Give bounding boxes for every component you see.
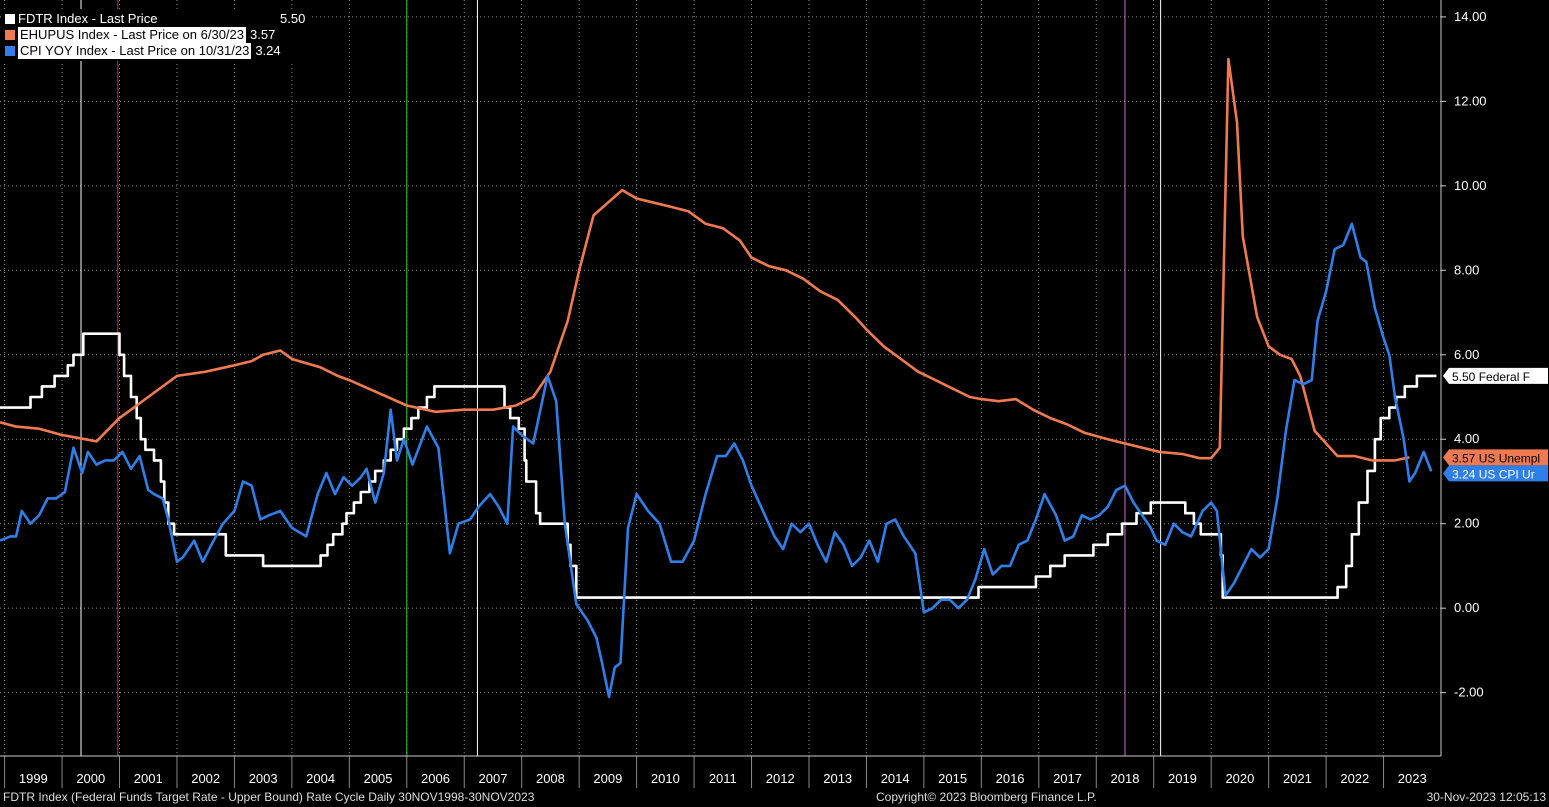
legend: FDTR Index - Last Price 5.50 EHUPUS Inde… xyxy=(3,9,310,61)
x-tick-label: 2009 xyxy=(593,771,622,786)
footer-timestamp: 30-Nov-2023 12:05:13 xyxy=(1426,790,1546,804)
x-tick-label: 2000 xyxy=(76,771,105,786)
legend-label-ehupus: EHUPUS Index - Last Price on 6/30/23 xyxy=(18,27,247,43)
x-tick-label: 2014 xyxy=(881,771,910,786)
legend-swatch-fdtr xyxy=(5,14,15,24)
legend-swatch-ehupus xyxy=(5,30,15,40)
legend-value-cpi: 3.24 xyxy=(255,43,281,58)
x-tick-label: 2008 xyxy=(536,771,565,786)
y-tick-label: -2.00 xyxy=(1454,685,1484,700)
x-tick-label: 2022 xyxy=(1340,771,1369,786)
value-tag-shape xyxy=(1443,449,1548,466)
series-line-ehupus-index xyxy=(0,57,1410,462)
x-tick-label: 2002 xyxy=(191,771,220,786)
x-tick-label: 2010 xyxy=(651,771,680,786)
value-tag-shape xyxy=(1443,465,1548,482)
legend-row-fdtr: FDTR Index - Last Price 5.50 xyxy=(5,11,305,27)
footer-copyright: Copyright© 2023 Bloomberg Finance L.P. xyxy=(876,790,1097,804)
y-tick-label: 8.00 xyxy=(1454,262,1479,277)
x-tick-label: 2023 xyxy=(1398,771,1427,786)
x-tick-label: 2020 xyxy=(1225,771,1254,786)
y-tick-label: 12.00 xyxy=(1454,93,1487,108)
x-tick-label: 2003 xyxy=(249,771,278,786)
value-tag: 3.24 US CPI Ur xyxy=(1443,465,1548,482)
x-tick-label: 2007 xyxy=(479,771,508,786)
legend-row-ehupus: EHUPUS Index - Last Price on 6/30/23 3.5… xyxy=(5,27,305,43)
value-tag-shape xyxy=(1443,367,1548,384)
x-tick-label: 1999 xyxy=(19,771,48,786)
legend-label-cpi: CPI YOY Index - Last Price on 10/31/23 xyxy=(18,43,252,59)
x-tick-label: 2017 xyxy=(1053,771,1082,786)
legend-label-fdtr: FDTR Index - Last Price xyxy=(18,11,158,26)
series-line-cpi-yoy-index xyxy=(0,222,1433,699)
x-tick-label: 2016 xyxy=(996,771,1025,786)
x-tick-label: 2011 xyxy=(709,771,737,786)
legend-row-cpi: CPI YOY Index - Last Price on 10/31/23 3… xyxy=(5,43,305,59)
y-tick-label: 0.00 xyxy=(1454,600,1479,615)
value-tag: 5.50 Federal F xyxy=(1443,367,1548,384)
x-tick-label: 2021 xyxy=(1283,771,1312,786)
y-tick-label: 6.00 xyxy=(1454,347,1479,362)
x-tick-label: 2006 xyxy=(421,771,450,786)
x-tick-label: 2018 xyxy=(1111,771,1140,786)
x-tick-label: 2012 xyxy=(766,771,795,786)
footer-description: FDTR Index (Federal Funds Target Rate - … xyxy=(3,790,535,804)
legend-swatch-cpi xyxy=(5,46,15,56)
y-tick-label: 4.00 xyxy=(1454,431,1479,446)
x-tick-label: 2015 xyxy=(938,771,967,786)
legend-value-fdtr: 5.50 xyxy=(280,11,306,26)
y-tick-label: 2.00 xyxy=(1454,516,1479,531)
x-tick-label: 2019 xyxy=(1168,771,1197,786)
value-tag-label: 3.24 US CPI Ur xyxy=(1452,467,1535,481)
y-tick-label: 10.00 xyxy=(1454,178,1487,193)
legend-value-ehupus: 3.57 xyxy=(250,27,276,42)
value-tag-label: 3.57 US Unempl xyxy=(1452,451,1540,465)
value-tag-label: 5.50 Federal F xyxy=(1452,370,1530,384)
x-tick-label: 2001 xyxy=(134,771,163,786)
x-tick-label: 2005 xyxy=(364,771,393,786)
value-tag: 3.57 US Unempl xyxy=(1443,449,1548,466)
y-tick-label: 14.00 xyxy=(1454,9,1487,24)
x-tick-label: 2004 xyxy=(306,771,335,786)
x-tick-label: 2013 xyxy=(823,771,852,786)
